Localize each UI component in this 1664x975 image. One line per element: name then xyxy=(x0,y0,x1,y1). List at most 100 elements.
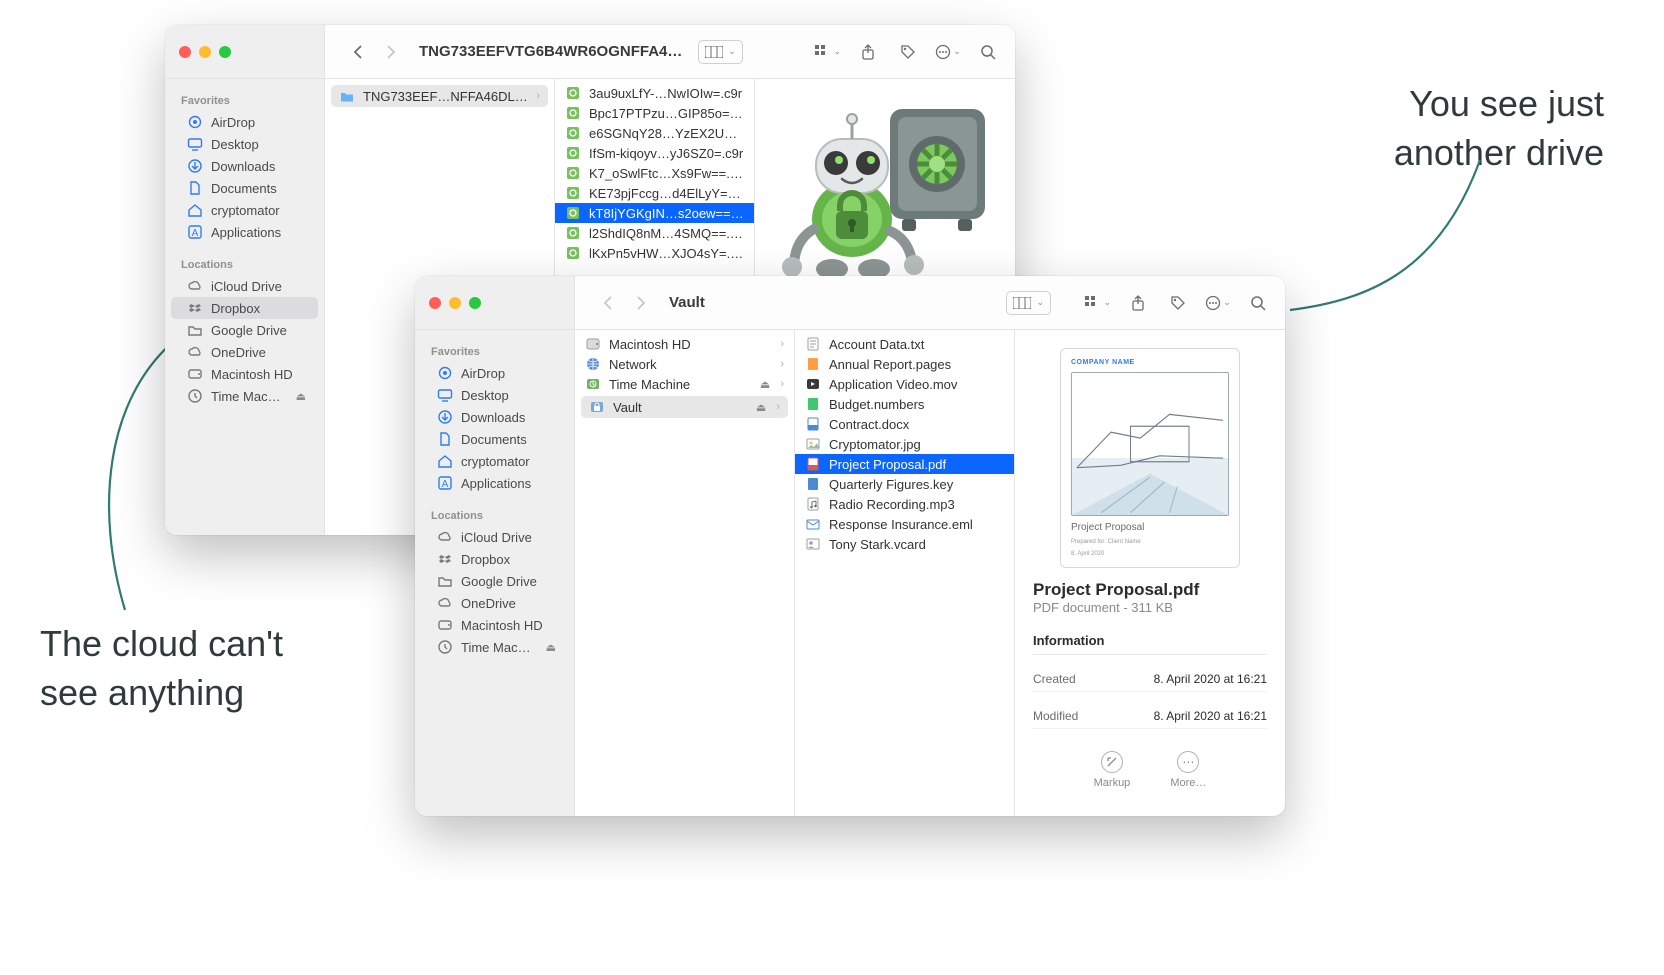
close-button[interactable] xyxy=(429,297,441,309)
sidebar-item-onedrive[interactable]: OneDrive xyxy=(421,592,568,614)
text: 8. April 2020 xyxy=(1071,551,1229,557)
drive-item-network[interactable]: Network › xyxy=(575,354,794,374)
label: Applications xyxy=(461,476,556,491)
folder-item[interactable]: TNG733EEF…NFFA46DLO2 › xyxy=(331,85,548,107)
sidebar-item-google-drive[interactable]: Google Drive xyxy=(421,570,568,592)
file-item[interactable]: K7_oSwlFtc…Xs9Fw==.c9r xyxy=(555,163,754,183)
text: You see just xyxy=(1409,83,1604,124)
label: e6SGNqY28…YzEX2U=.c9r xyxy=(589,126,744,141)
file-item[interactable]: Bpc17PTPzu…GIP85o=.c9r xyxy=(555,103,754,123)
more-button[interactable]: ⋯ More… xyxy=(1170,751,1206,789)
sidebar-item-documents[interactable]: Documents xyxy=(421,428,568,450)
file-item[interactable]: Radio Recording.mp3 xyxy=(795,494,1014,514)
file-item[interactable]: e6SGNqY28…YzEX2U=.c9r xyxy=(555,123,754,143)
text: The cloud can't xyxy=(40,623,283,664)
drive-item-time-machine[interactable]: Time Machine ⏏ › xyxy=(575,374,794,394)
file-item[interactable]: Annual Report.pages xyxy=(795,354,1014,374)
forward-button[interactable] xyxy=(627,290,653,316)
eject-icon[interactable]: ⏏ xyxy=(760,378,770,391)
label: 3au9uxLfY-…NwIOIw=.c9r xyxy=(589,86,744,101)
pdf-icon xyxy=(805,456,821,472)
file-item[interactable]: Cryptomator.jpg xyxy=(795,434,1014,454)
file-item[interactable]: Tony Stark.vcard xyxy=(795,534,1014,554)
sidebar-item-applications[interactable]: A Applications xyxy=(171,221,318,243)
label: OneDrive xyxy=(461,596,556,611)
close-button[interactable] xyxy=(179,46,191,58)
sidebar-item-airdrop[interactable]: AirDrop xyxy=(421,362,568,384)
view-columns-button[interactable]: ⌄ xyxy=(698,40,743,64)
label: AirDrop xyxy=(461,366,556,381)
label: More… xyxy=(1170,777,1206,789)
sidebar-item-cryptomator[interactable]: cryptomator xyxy=(421,450,568,472)
minimize-button[interactable] xyxy=(199,46,211,58)
file-item[interactable]: 3au9uxLfY-…NwIOIw=.c9r xyxy=(555,83,754,103)
file-item[interactable]: Budget.numbers xyxy=(795,394,1014,414)
sidebar-item-icloud-drive[interactable]: iCloud Drive xyxy=(421,526,568,548)
share-button[interactable] xyxy=(1125,290,1151,316)
label: iCloud Drive xyxy=(461,530,556,545)
vcard-icon xyxy=(805,536,821,552)
search-button[interactable] xyxy=(1245,290,1271,316)
sidebar-item-airdrop[interactable]: AirDrop xyxy=(171,111,318,133)
actions-button[interactable]: ⌄ xyxy=(1205,290,1231,316)
group-button[interactable]: ⌄ xyxy=(1085,290,1111,316)
file-item[interactable]: Response Insurance.eml xyxy=(795,514,1014,534)
favorites-label: Favorites xyxy=(415,340,574,362)
sidebar-item-icloud-drive[interactable]: iCloud Drive xyxy=(171,275,318,297)
tags-button[interactable] xyxy=(895,39,921,65)
sidebar-item-desktop[interactable]: Desktop xyxy=(171,133,318,155)
sidebar-item-macintosh-hd[interactable]: Macintosh HD xyxy=(171,363,318,385)
sidebar-item-desktop[interactable]: Desktop xyxy=(421,384,568,406)
back-button[interactable] xyxy=(345,39,371,65)
sidebar-item-documents[interactable]: Documents xyxy=(171,177,318,199)
file-item[interactable]: l2ShdIQ8nM…4SMQ==.c9r xyxy=(555,223,754,243)
forward-button[interactable] xyxy=(377,39,403,65)
sidebar-item-google-drive[interactable]: Google Drive xyxy=(171,319,318,341)
view-columns-button[interactable]: ⌄ xyxy=(1006,291,1051,315)
share-button[interactable] xyxy=(855,39,881,65)
markup-button[interactable]: Markup xyxy=(1094,751,1131,789)
label: Downloads xyxy=(461,410,556,425)
sidebar-item-downloads[interactable]: Downloads xyxy=(421,406,568,428)
file-item[interactable]: Account Data.txt xyxy=(795,334,1014,354)
tags-button[interactable] xyxy=(1165,290,1191,316)
drive-item-macintosh-hd[interactable]: Macintosh HD › xyxy=(575,334,794,354)
sidebar-item-applications[interactable]: A Applications xyxy=(421,472,568,494)
eject-icon[interactable]: ⏏ xyxy=(546,641,556,654)
file-item[interactable]: Project Proposal.pdf xyxy=(795,454,1014,474)
text: Prepared for: Client Name xyxy=(1071,539,1229,545)
zoom-button[interactable] xyxy=(219,46,231,58)
file-item[interactable]: kT8IjYGKgIN…s2oew==.c9r xyxy=(555,203,754,223)
text: see anything xyxy=(40,672,244,713)
label: kT8IjYGKgIN…s2oew==.c9r xyxy=(589,206,744,221)
sidebar-item-time-machine[interactable]: Time Machine ⏏ xyxy=(171,385,318,407)
file-item[interactable]: Contract.docx xyxy=(795,414,1014,434)
sidebar-item-dropbox[interactable]: Dropbox xyxy=(171,297,318,319)
file-item[interactable]: KE73pjFccg…d4ElLyY=.c9r xyxy=(555,183,754,203)
file-item[interactable]: lKxPn5vHW…XJO4sY=.c9r xyxy=(555,243,754,263)
sidebar-item-onedrive[interactable]: OneDrive xyxy=(171,341,318,363)
label: Tony Stark.vcard xyxy=(829,537,1004,552)
sidebar-item-dropbox[interactable]: Dropbox xyxy=(421,548,568,570)
file-item[interactable]: Quarterly Figures.key xyxy=(795,474,1014,494)
sidebar-item-macintosh-hd[interactable]: Macintosh HD xyxy=(421,614,568,636)
zoom-button[interactable] xyxy=(469,297,481,309)
back-button[interactable] xyxy=(595,290,621,316)
file-item[interactable]: Application Video.mov xyxy=(795,374,1014,394)
sidebar-item-cryptomator[interactable]: cryptomator xyxy=(171,199,318,221)
actions-button[interactable]: ⌄ xyxy=(935,39,961,65)
eject-icon[interactable]: ⏏ xyxy=(756,401,766,414)
label: Account Data.txt xyxy=(829,337,1004,352)
sidebar-item-time-machine[interactable]: Time Machine ⏏ xyxy=(421,636,568,658)
preview-thumbnail: COMPANY NAME Project Proposal Prepared f… xyxy=(1060,348,1240,568)
eject-icon[interactable]: ⏏ xyxy=(296,390,306,403)
label: Application Video.mov xyxy=(829,377,1004,392)
file-item[interactable]: IfSm-kiqoyv…yJ6SZ0=.c9r xyxy=(555,143,754,163)
sidebar-item-downloads[interactable]: Downloads xyxy=(171,155,318,177)
group-button[interactable]: ⌄ xyxy=(815,39,841,65)
folder-icon xyxy=(187,322,203,338)
c9r-icon xyxy=(565,85,581,101)
drive-item-vault[interactable]: Vault ⏏ › xyxy=(581,396,788,418)
minimize-button[interactable] xyxy=(449,297,461,309)
search-button[interactable] xyxy=(975,39,1001,65)
